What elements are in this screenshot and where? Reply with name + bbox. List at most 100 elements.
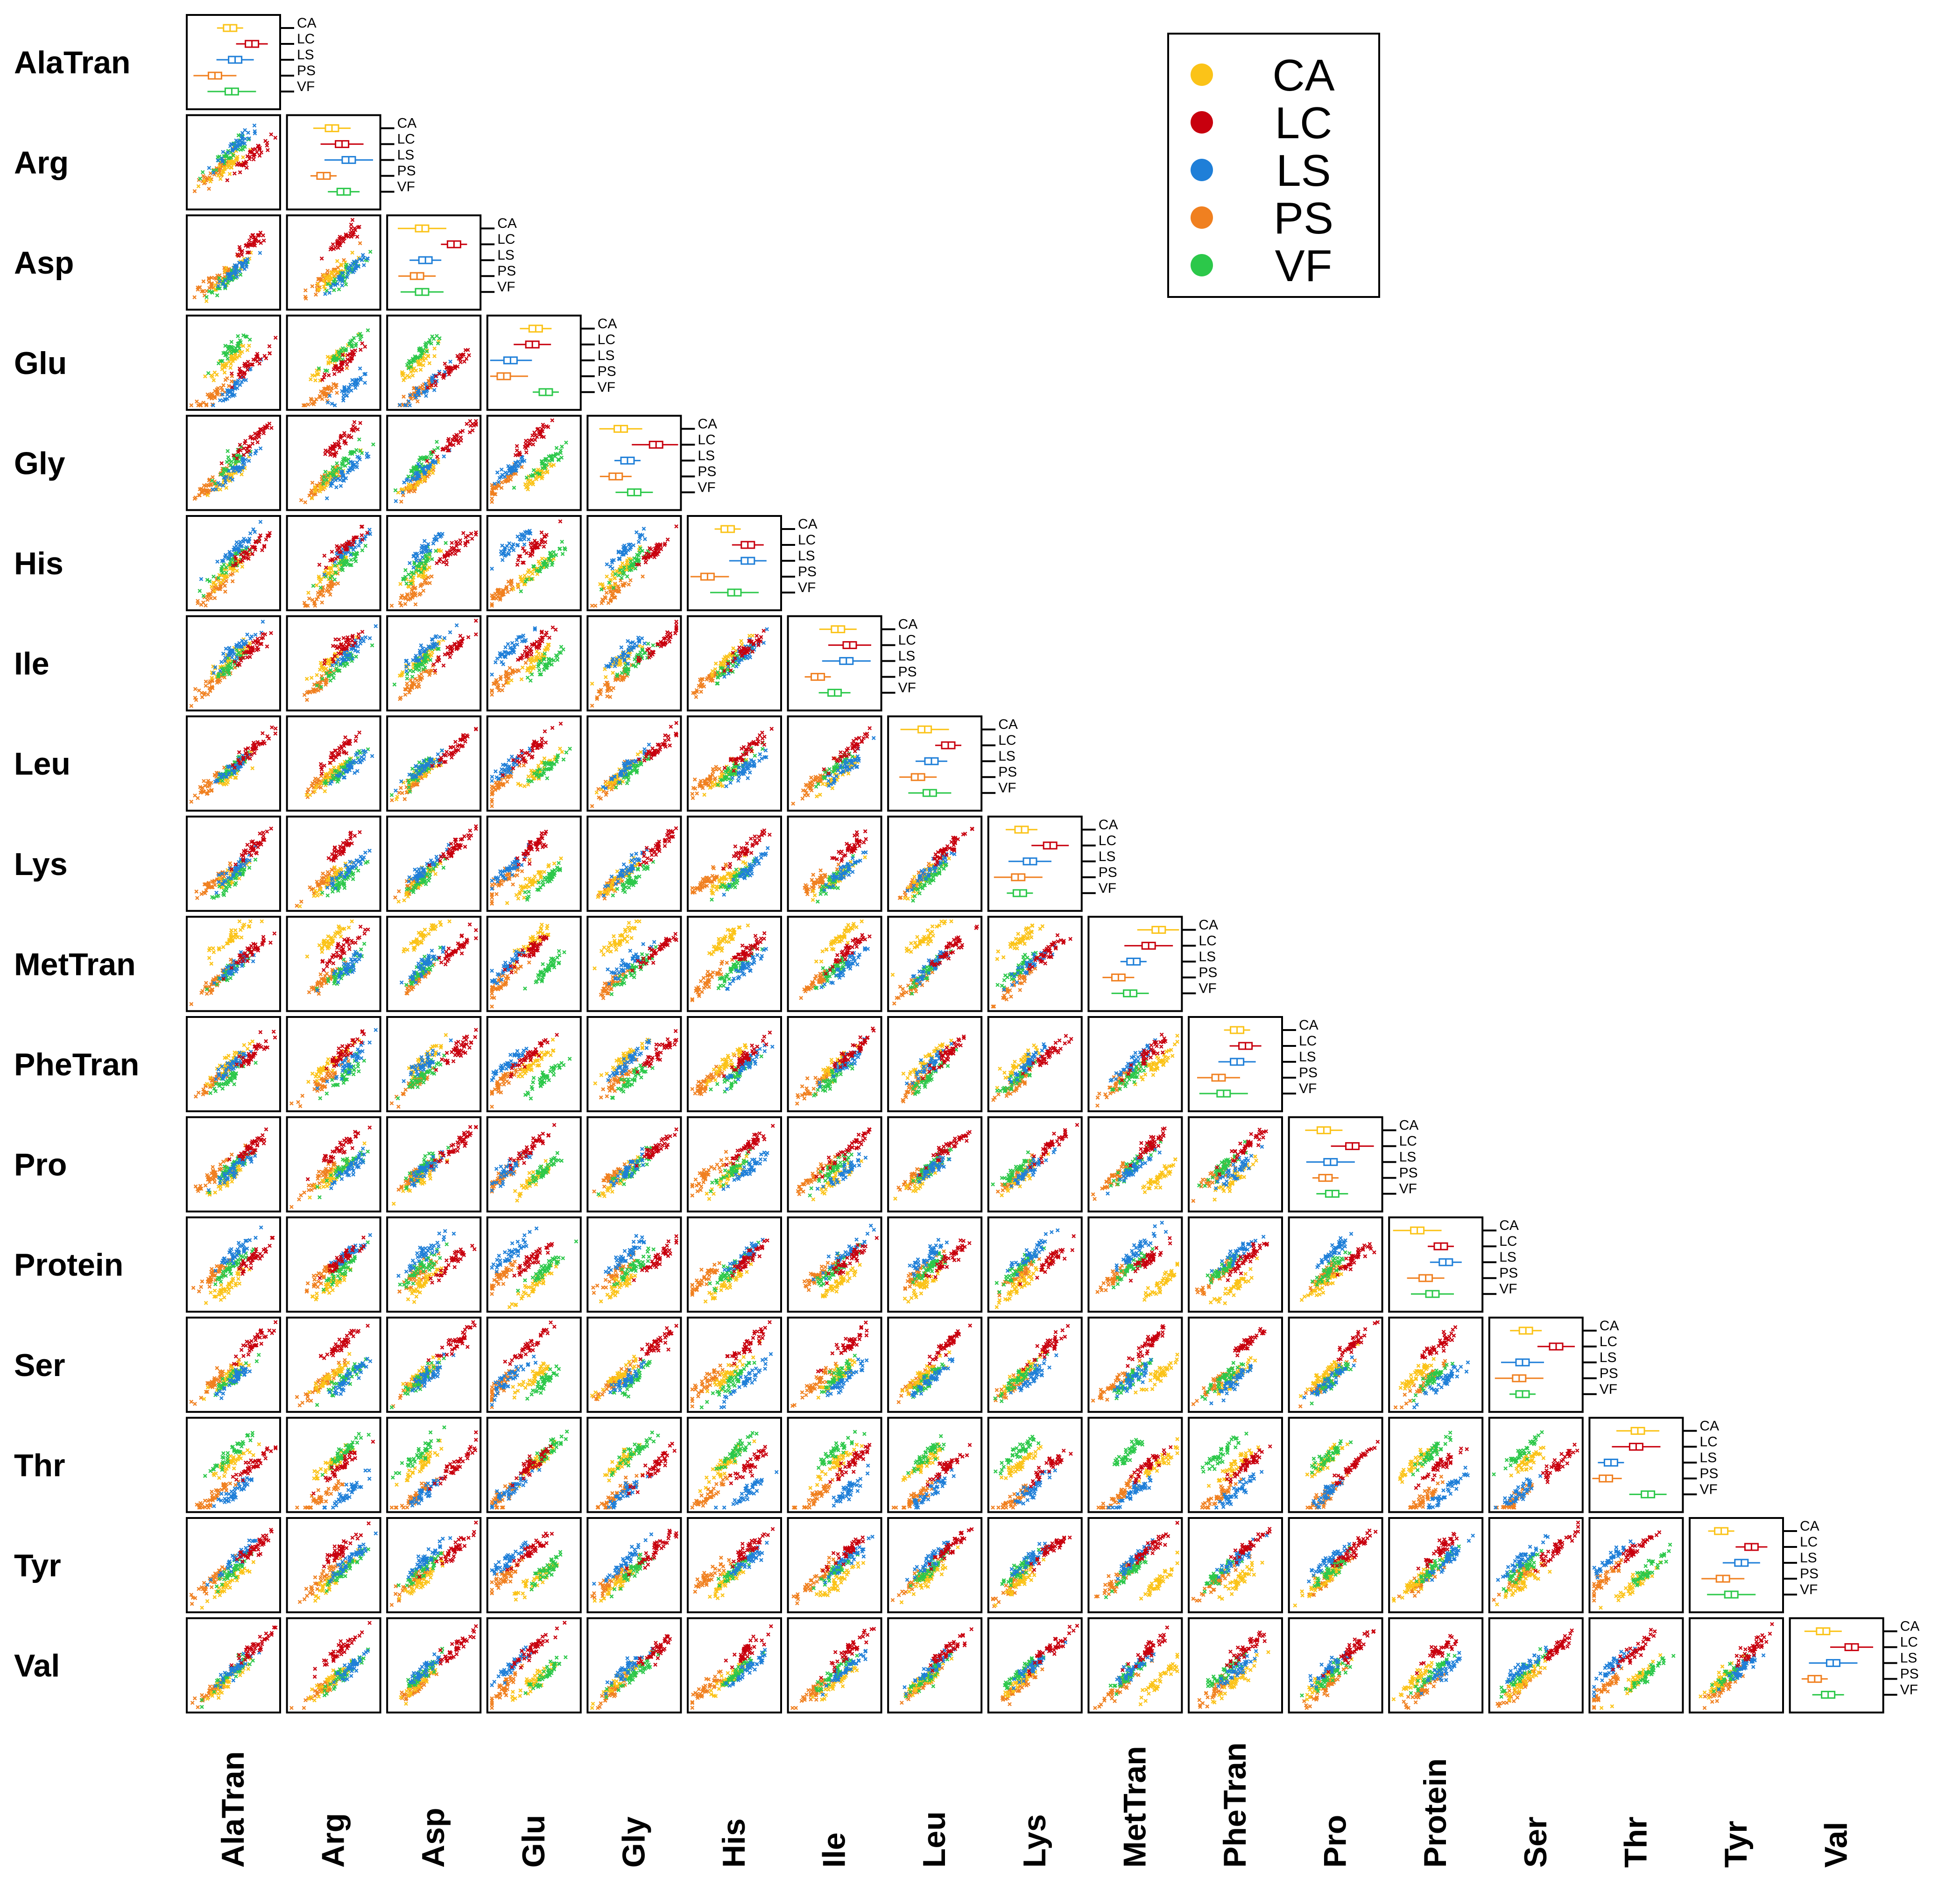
column-label-Arg: Arg (316, 1813, 351, 1868)
point-cloud-LC (1215, 1127, 1269, 1177)
point-cloud-VF (612, 1246, 656, 1287)
point-cloud-LC (638, 826, 678, 867)
boxplot-tick-label-PS: PS (698, 464, 716, 479)
scatter-panel-frame (486, 1617, 582, 1714)
point-cloud-LC (825, 1235, 879, 1285)
point-cloud-LC (1229, 1526, 1272, 1565)
point-cloud-LS (404, 623, 459, 673)
point-cloud-CA (1211, 1650, 1270, 1705)
scatter-panel-frame (486, 1316, 582, 1413)
column-label-His: His (716, 1818, 752, 1868)
point-cloud-LS (199, 520, 263, 581)
boxplot-tick-label-PS: PS (1499, 1265, 1518, 1281)
boxplot-tick-label-CA: CA (497, 216, 517, 231)
boxplot-tick-label-PS: PS (1399, 1165, 1418, 1181)
boxplot-tick-label-LC: LC (1399, 1134, 1417, 1149)
boxplot-tick-label-VF: VF (1699, 1482, 1717, 1497)
point-cloud-LS (722, 846, 770, 897)
point-cloud-VF (1197, 1139, 1248, 1188)
row-label-Val: Val (14, 1648, 60, 1684)
point-cloud-LS (329, 1146, 367, 1190)
scatter-panel-Lys-vs-Gly (586, 815, 682, 912)
point-cloud-LC (635, 1127, 678, 1168)
scatter-panel-Val-vs-Arg (286, 1617, 381, 1714)
point-cloud-VF (523, 949, 566, 991)
point-cloud-LS (490, 529, 533, 571)
boxplot-tick-label-LS: LS (397, 148, 415, 163)
point-cloud-VF (320, 1432, 371, 1477)
point-cloud-LS (1106, 1147, 1162, 1196)
scatter-panel-Protein-vs-MetTran (1087, 1216, 1183, 1313)
point-cloud-LS (206, 1150, 257, 1193)
point-cloud-LC (635, 1029, 678, 1074)
point-cloud-LC (503, 1320, 557, 1366)
row-label-Glu: Glu (14, 346, 67, 381)
boxplot-tick-label-LC: LC (598, 332, 615, 347)
point-cloud-LC (417, 1520, 478, 1579)
point-cloud-LS (211, 446, 263, 492)
point-cloud-PS (803, 862, 841, 897)
scatter-panel-PheTran-vs-Leu (887, 1016, 983, 1112)
column-label-Asp: Asp (416, 1808, 451, 1868)
scatter-panel-frame (386, 314, 482, 411)
scatter-panel-frame (1288, 1417, 1383, 1513)
boxplot-tick-label-LC: LC (998, 733, 1016, 748)
scatter-panel-Protein-vs-AlaTran (186, 1216, 281, 1313)
scatter-panel-Glu-vs-Arg (286, 314, 381, 411)
point-cloud-LS (1214, 1144, 1264, 1191)
point-cloud-LC (429, 1243, 477, 1285)
point-cloud-LC (235, 230, 266, 258)
point-cloud-LS (832, 1463, 870, 1508)
point-cloud-LC (725, 1320, 772, 1366)
boxplot-tick-label-LS: LS (1800, 1550, 1817, 1566)
point-cloud-LC (1126, 1324, 1166, 1368)
legend-label-VF: VF (1275, 241, 1333, 291)
row-label-Pro: Pro (14, 1147, 67, 1183)
point-cloud-LC (636, 1634, 672, 1667)
point-cloud-LC (430, 727, 478, 768)
point-cloud-VF (699, 1361, 756, 1410)
point-cloud-LC (318, 1323, 370, 1360)
boxplot-tick-label-LC: LC (1900, 1635, 1918, 1650)
scatter-panel-PheTran-vs-Gly (586, 1016, 682, 1112)
point-cloud-LS (324, 452, 371, 501)
point-cloud-LS (1307, 1542, 1352, 1584)
boxplot-tick-label-LS: LS (698, 448, 715, 463)
point-cloud-VF (405, 334, 442, 370)
point-cloud-CA (305, 919, 354, 959)
scatter-panel-Val-vs-PheTran (1188, 1617, 1283, 1714)
point-cloud-PS (690, 1261, 722, 1297)
point-cloud-LC (638, 1324, 678, 1362)
point-cloud-VF (321, 437, 375, 486)
point-cloud-CA (207, 919, 264, 966)
point-cloud-LC (731, 1527, 775, 1569)
point-cloud-LS (721, 1151, 769, 1191)
point-cloud-LC (221, 931, 277, 981)
scatter-panel-Ser-vs-His (687, 1316, 782, 1413)
point-cloud-LC (927, 1323, 973, 1366)
point-cloud-LC (438, 1624, 478, 1666)
scatter-panel-Lys-vs-Glu (486, 815, 582, 912)
point-cloud-LS (1302, 1355, 1356, 1400)
point-cloud-LC (819, 1627, 876, 1680)
boxplot-tick-label-VF: VF (1499, 1281, 1517, 1297)
point-cloud-LS (608, 1360, 646, 1395)
point-cloud-LC (722, 727, 774, 773)
scatter-panel-Lys-vs-His (687, 815, 782, 912)
point-cloud-LC (816, 1320, 869, 1374)
point-cloud-CA (506, 642, 551, 685)
scatter-panel-Leu-vs-AlaTran (186, 715, 281, 812)
boxplot-tick-label-PS: PS (1099, 865, 1117, 880)
scatter-panel-Thr-vs-Gly (586, 1417, 682, 1513)
scatter-panel-frame (386, 1417, 482, 1513)
scatter-panel-Asp-vs-AlaTran (186, 214, 281, 311)
scatter-panel-Ser-vs-Arg (286, 1316, 381, 1413)
scatter-panel-frame (787, 1216, 882, 1313)
point-cloud-VF (610, 1063, 655, 1100)
column-label-Glu: Glu (516, 1815, 551, 1868)
boxplot-tick-label-LC: LC (1699, 1434, 1717, 1449)
point-cloud-CA (1138, 1652, 1179, 1707)
scatter-panel-Ile-vs-Gly (586, 615, 682, 712)
scatter-panel-Pro-vs-Arg (286, 1116, 381, 1213)
point-cloud-LS (1496, 1534, 1550, 1582)
